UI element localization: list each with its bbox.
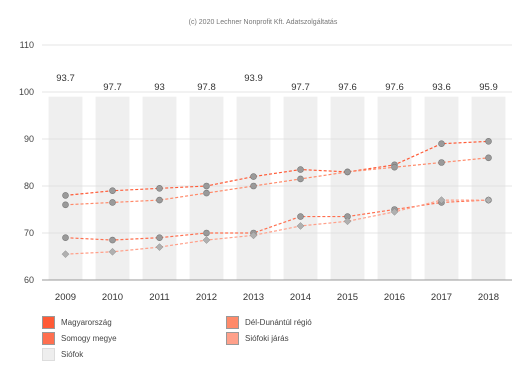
data-point xyxy=(437,196,446,204)
data-point xyxy=(109,199,116,206)
x-tick-label: 2013 xyxy=(243,292,264,303)
background-bar xyxy=(424,96,459,280)
data-point xyxy=(438,140,445,147)
data-point xyxy=(297,213,304,220)
background-bar xyxy=(283,96,318,280)
data-point xyxy=(203,189,210,197)
data-point xyxy=(62,201,69,209)
data-point xyxy=(344,168,351,176)
data-point xyxy=(484,196,493,204)
legend-item: Siófok xyxy=(42,348,83,361)
y-tick-label: 100 xyxy=(19,87,34,97)
data-point xyxy=(62,234,69,241)
legend-label: Siófoki járás xyxy=(245,334,289,343)
data-point xyxy=(250,182,257,190)
legend-label: Magyarország xyxy=(61,318,112,327)
line-chart: (c) 2020 Lechner Nonprofit Kft. Adatszol… xyxy=(19,19,512,303)
x-tick-label: 2014 xyxy=(290,292,311,303)
data-label: 93 xyxy=(154,82,165,93)
x-tick-label: 2018 xyxy=(478,292,499,303)
data-point xyxy=(62,192,69,199)
y-tick-label: 70 xyxy=(24,228,34,238)
data-point xyxy=(296,222,305,230)
x-tick-label: 2017 xyxy=(431,292,452,303)
x-tick-label: 2009 xyxy=(55,292,76,303)
legend-item: Magyarország xyxy=(42,316,112,329)
data-point xyxy=(155,243,164,251)
x-tick-label: 2011 xyxy=(149,292,169,303)
data-point xyxy=(203,182,210,190)
data-point xyxy=(391,163,398,171)
data-point xyxy=(297,166,304,173)
legend-item: Dél-Dunántúl régió xyxy=(226,316,312,329)
data-label: 97.6 xyxy=(338,82,357,93)
legend-swatch xyxy=(42,332,55,345)
data-point xyxy=(108,247,117,256)
x-tick-label: 2012 xyxy=(196,292,217,303)
data-point xyxy=(156,234,163,241)
series-line xyxy=(65,157,489,206)
y-tick-label: 110 xyxy=(20,40,34,50)
data-point xyxy=(438,159,445,166)
data-point xyxy=(109,187,116,194)
data-point xyxy=(202,236,211,244)
y-tick-label: 60 xyxy=(24,275,34,285)
legend-label: Dél-Dunántúl régió xyxy=(245,318,312,327)
legend-item: Somogy megye xyxy=(42,332,117,345)
background-bar xyxy=(330,96,365,280)
data-label: 93.6 xyxy=(432,82,451,93)
x-tick-label: 2016 xyxy=(384,292,405,303)
chart-title: (c) 2020 Lechner Nonprofit Kft. Adatszol… xyxy=(189,19,338,26)
data-label: 97.8 xyxy=(197,82,216,93)
data-label: 95.9 xyxy=(479,82,498,93)
background-bar xyxy=(377,96,412,280)
background-bar xyxy=(48,96,83,280)
series-line xyxy=(65,140,489,196)
data-point xyxy=(249,231,258,240)
series-line xyxy=(65,199,489,255)
data-point xyxy=(203,229,210,237)
data-point xyxy=(61,250,70,259)
chart-legend: Magyarország Dél-Dunántúl régió Somogy m… xyxy=(36,312,516,364)
data-point xyxy=(109,236,116,244)
data-label: 93.9 xyxy=(244,73,263,84)
legend-swatch xyxy=(42,348,55,361)
data-point xyxy=(390,207,399,216)
data-point xyxy=(297,175,304,183)
data-point xyxy=(156,196,163,204)
y-tick-label: 90 xyxy=(24,134,34,144)
data-point xyxy=(250,173,257,180)
legend-swatch xyxy=(226,332,239,345)
data-point xyxy=(485,138,492,145)
legend-label: Siófok xyxy=(61,350,84,359)
data-label: 93.7 xyxy=(56,73,75,84)
background-bar xyxy=(471,96,506,280)
legend-swatch xyxy=(226,316,239,329)
x-tick-label: 2010 xyxy=(102,292,123,303)
data-label: 97.7 xyxy=(103,82,122,93)
legend-label: Somogy megye xyxy=(61,334,117,343)
legend-swatch xyxy=(42,316,55,329)
data-point xyxy=(343,217,352,226)
y-tick-label: 80 xyxy=(24,181,34,191)
legend-item: Siófoki járás xyxy=(226,332,289,345)
data-point xyxy=(485,154,492,162)
data-label: 97.6 xyxy=(385,82,404,93)
x-tick-label: 2015 xyxy=(337,292,358,303)
data-point xyxy=(156,185,163,192)
data-label: 97.7 xyxy=(291,82,310,93)
